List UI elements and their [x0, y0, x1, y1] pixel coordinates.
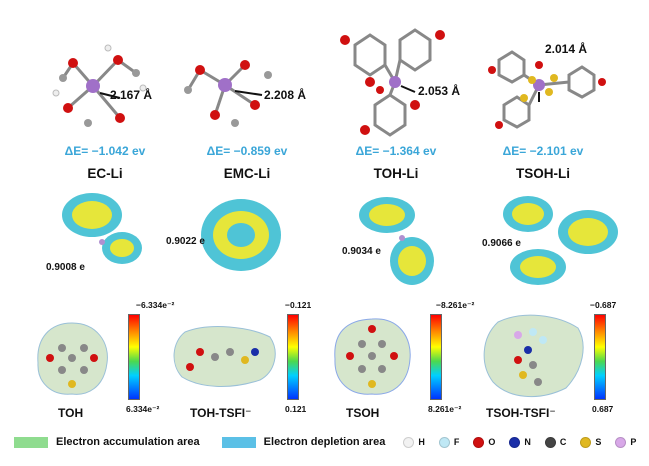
tsoh-tsfi-esp-max: −0.687 — [590, 300, 617, 310]
toh-tsfi-name: TOH-TSFI⁻ — [190, 406, 252, 420]
tsoh-li-charge: 0.9066 e — [482, 238, 521, 249]
legend: Electron accumulation area Electron depl… — [14, 436, 646, 448]
tsoh-name: TSOH — [346, 406, 380, 420]
toh-li-energy: ΔE= −1.364 ev — [355, 144, 437, 158]
ec-li-structure — [52, 44, 147, 127]
tsoh-tsfi-name: TSOH-TSFI⁻ — [486, 406, 556, 420]
atom-o: O — [473, 436, 495, 448]
tsoh-esp-min: 8.261e⁻² — [428, 404, 462, 414]
tsoh-tsfi-esp-min: 0.687 — [592, 404, 614, 414]
tsoh-li-energy: ΔE= −2.101 ev — [502, 144, 584, 158]
accumulation-swatch — [14, 436, 48, 448]
tsoh-tsfi-color-bar — [594, 314, 606, 400]
toh-li-charge: 0.9034 e — [342, 246, 381, 257]
toh-tsfi-color-bar — [287, 314, 299, 400]
emc-li-structure — [184, 60, 272, 127]
atom-s: S — [580, 436, 601, 448]
toh-color-bar — [128, 314, 140, 400]
emc-li-charge: 0.9022 e — [166, 236, 205, 247]
tsoh-li-structure — [488, 50, 606, 129]
toh-tsfi-esp-surface — [173, 326, 276, 387]
tsoh-li-name: TSOH-Li — [516, 166, 570, 181]
toh-li-structure — [340, 28, 445, 137]
ec-li-charge: 0.9008 e — [46, 262, 85, 273]
ec-li-energy: ΔE= −1.042 ev — [64, 144, 146, 158]
atom-p: P — [615, 436, 636, 448]
atom-legend: H F O N C S P — [403, 436, 646, 448]
tsoh-esp-surface — [334, 318, 411, 395]
emc-li-distance: 2.208 Å — [264, 88, 307, 102]
ec-li-charge-density-map — [62, 193, 142, 264]
tsoh-tsfi-esp-surface — [483, 314, 584, 398]
tsoh-color-bar — [430, 314, 442, 400]
ec-li-name: EC-Li — [87, 166, 123, 181]
atom-f: F — [438, 436, 459, 448]
emc-li-name: EMC-Li — [223, 166, 271, 181]
toh-li-charge-density-map — [359, 197, 434, 285]
toh-li-distance: 2.053 Å — [418, 84, 461, 98]
emc-li-charge-density-map — [201, 199, 281, 271]
depletion-label: Electron depletion area — [263, 436, 386, 448]
atom-h: H — [403, 436, 425, 448]
emc-li-energy: ΔE= −0.859 ev — [206, 144, 288, 158]
toh-name: TOH — [58, 406, 84, 420]
tsoh-li-distance: 2.014 Å — [545, 42, 588, 56]
atom-c: C — [544, 436, 566, 448]
tsoh-esp-max: −8.261e⁻² — [436, 300, 475, 310]
toh-esp-surface — [37, 322, 108, 395]
atom-n: N — [509, 436, 531, 448]
depletion-swatch — [221, 436, 256, 448]
toh-tsfi-esp-max: −0.121 — [285, 300, 312, 310]
accumulation-label: Electron accumulation area — [56, 436, 200, 448]
toh-esp-min: 6.334e⁻² — [126, 404, 160, 414]
toh-esp-max: −6.334e⁻² — [136, 300, 175, 310]
toh-tsfi-esp-min: 0.121 — [285, 404, 307, 414]
tsoh-li-charge-density-map — [503, 196, 618, 285]
ec-li-distance: 2.167 Å — [110, 88, 153, 102]
toh-li-name: TOH-Li — [373, 166, 419, 181]
